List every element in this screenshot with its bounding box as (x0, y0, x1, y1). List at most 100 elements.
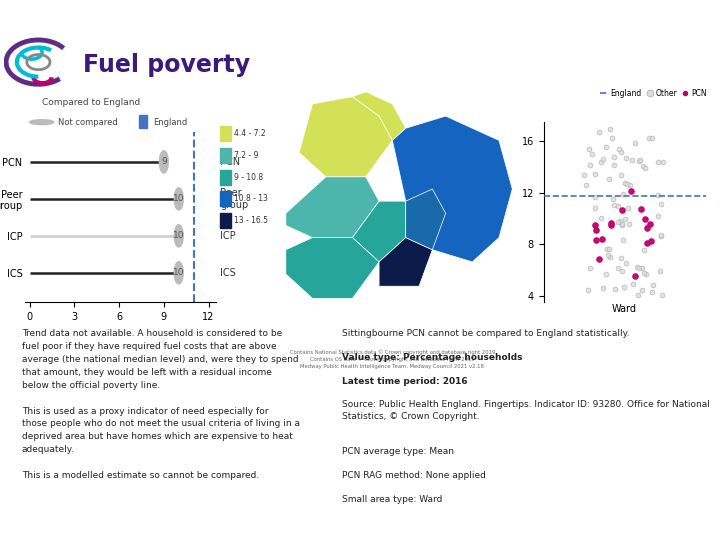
Point (629, 272, 641, 280)
Text: 7.2 - 9: 7.2 - 9 (234, 151, 258, 160)
Point (621, 154, 632, 163)
Point (613, 263, 624, 272)
Point (585, 264, 596, 273)
Point (589, 220, 600, 229)
Text: Value type: Percentage households: Value type: Percentage households (342, 353, 523, 362)
Circle shape (174, 188, 183, 210)
Point (613, 144, 624, 153)
Point (600, 269, 612, 278)
Point (652, 191, 664, 199)
Point (593, 128, 605, 137)
Point (656, 199, 667, 208)
Point (630, 139, 642, 147)
Point (647, 288, 658, 296)
Polygon shape (392, 116, 513, 262)
Point (614, 217, 626, 225)
Text: 10: 10 (173, 194, 184, 204)
Point (633, 291, 644, 299)
Point (608, 160, 620, 169)
Point (616, 206, 628, 214)
Text: Sittingbourne PCN cannot be compared to England statistically.: Sittingbourne PCN cannot be compared to … (342, 329, 629, 339)
Text: PCN: PCN (220, 157, 240, 167)
Point (639, 246, 650, 254)
Point (609, 285, 621, 293)
Point (593, 255, 604, 264)
Point (644, 219, 655, 228)
Point (584, 145, 595, 153)
Point (626, 156, 638, 165)
Point (635, 156, 647, 165)
Polygon shape (353, 201, 406, 262)
X-axis label: Ward: Ward (612, 304, 637, 314)
Point (580, 181, 592, 190)
Point (621, 259, 632, 267)
Text: PCN average type: Mean: PCN average type: Mean (342, 447, 454, 456)
Text: PCN RAG method: None applied: PCN RAG method: None applied (342, 471, 486, 480)
Point (634, 264, 645, 273)
Point (582, 286, 594, 294)
Bar (220, 148, 232, 163)
Text: Contains National Statistics data © Crown copyright and database right 2019
Cont: Contains National Statistics data © Crow… (289, 349, 495, 369)
Point (657, 290, 668, 299)
Bar (220, 213, 232, 228)
Polygon shape (406, 189, 446, 249)
Point (642, 222, 653, 231)
Circle shape (159, 151, 168, 173)
Point (655, 232, 667, 240)
Point (605, 125, 616, 133)
Point (603, 244, 615, 253)
Point (584, 161, 595, 170)
Text: Source: Public Health England. Fingertips. Indicator ID: 93280. Office for Natio: Source: Public Health England. Fingertip… (342, 400, 710, 421)
Point (590, 225, 602, 234)
Point (619, 214, 631, 223)
Polygon shape (286, 177, 379, 238)
Point (647, 133, 658, 142)
Point (616, 267, 628, 275)
Polygon shape (300, 97, 392, 177)
Point (616, 220, 627, 228)
Point (608, 201, 620, 210)
Circle shape (30, 120, 54, 125)
Point (635, 205, 647, 213)
Point (598, 284, 609, 293)
Point (639, 269, 650, 278)
Point (590, 235, 601, 244)
Point (627, 280, 639, 288)
Text: Not compared: Not compared (58, 118, 117, 127)
Point (642, 238, 653, 247)
Bar (220, 170, 232, 185)
Point (636, 286, 648, 295)
Point (618, 236, 629, 245)
Point (595, 158, 607, 166)
Point (641, 270, 652, 279)
Point (655, 231, 667, 240)
Point (631, 263, 643, 272)
Text: Latest time period: 2016: Latest time period: 2016 (342, 376, 467, 386)
Point (595, 214, 606, 222)
Point (626, 186, 637, 195)
Point (608, 152, 619, 161)
Point (595, 234, 607, 243)
Point (616, 147, 627, 156)
Point (625, 181, 636, 190)
Point (600, 143, 611, 151)
Point (622, 204, 634, 213)
Polygon shape (353, 92, 406, 140)
Point (607, 195, 618, 204)
Point (605, 221, 616, 230)
Point (606, 133, 618, 142)
Bar (220, 126, 232, 141)
Point (615, 254, 626, 262)
Point (604, 253, 616, 261)
Point (636, 264, 647, 272)
Polygon shape (379, 238, 432, 286)
Text: 10: 10 (173, 231, 184, 240)
Point (647, 281, 659, 289)
Text: England: England (153, 118, 187, 127)
Point (617, 190, 629, 198)
Point (634, 157, 645, 166)
Point (652, 212, 664, 220)
Bar (138, 116, 147, 128)
Point (597, 155, 608, 164)
Point (586, 150, 598, 158)
